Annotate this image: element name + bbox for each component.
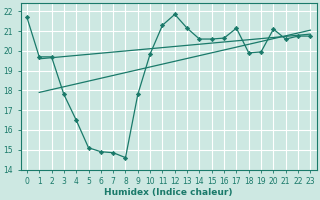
X-axis label: Humidex (Indice chaleur): Humidex (Indice chaleur) — [104, 188, 233, 197]
